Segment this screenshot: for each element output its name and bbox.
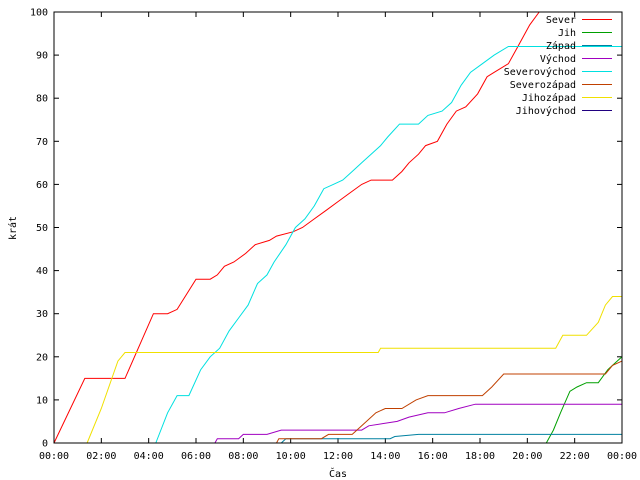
y-tick-label: 80 bbox=[36, 94, 48, 105]
x-tick-label: 12:00 bbox=[323, 451, 353, 462]
x-axis-label: Čas bbox=[329, 467, 347, 480]
series-line-severozápad bbox=[276, 360, 623, 444]
legend-label: Sever bbox=[546, 15, 576, 26]
y-tick-label: 70 bbox=[36, 137, 48, 148]
x-tick-label: 00:00 bbox=[607, 451, 637, 462]
legend-label: Západ bbox=[546, 40, 576, 52]
series-line-sever bbox=[53, 11, 540, 444]
x-tick-label: 18:00 bbox=[465, 451, 495, 462]
x-tick-label: 14:00 bbox=[370, 451, 400, 462]
x-tick-label: 10:00 bbox=[276, 451, 306, 462]
x-tick-label: 22:00 bbox=[560, 451, 590, 462]
plot-frame bbox=[53, 11, 623, 444]
y-tick-label: 10 bbox=[36, 395, 48, 406]
y-tick-label: 30 bbox=[36, 309, 48, 320]
y-tick-label: 60 bbox=[36, 180, 48, 191]
y-tick-label: 0 bbox=[42, 439, 48, 450]
x-tick-label: 00:00 bbox=[39, 451, 69, 462]
y-tick-label: 100 bbox=[30, 8, 48, 19]
legend: Sever JihZápadVýchodSeverovýchodSeverozáp… bbox=[504, 15, 612, 117]
legend-label: Východ bbox=[540, 53, 576, 65]
legend-label: Severozápad bbox=[510, 79, 576, 91]
series-line-jih bbox=[545, 356, 623, 444]
y-tick-label: 50 bbox=[36, 223, 48, 234]
series-lines bbox=[53, 11, 623, 444]
x-tick-label: 16:00 bbox=[418, 451, 448, 462]
legend-label: Jih bbox=[558, 28, 576, 39]
series-line-východ bbox=[214, 403, 622, 444]
axis-ticks: 0 10 20 30 40 50 60 70 80 90 100 00:00 02:00 04:00 06:… bbox=[30, 8, 637, 463]
legend-label: Severovýchod bbox=[504, 66, 576, 78]
series-line-jihozápad bbox=[86, 296, 622, 444]
x-tick-label: 02:00 bbox=[86, 451, 116, 462]
x-tick-label: 06:00 bbox=[181, 451, 211, 462]
legend-label: Jihozápad bbox=[522, 92, 576, 104]
y-tick-label: 40 bbox=[36, 266, 48, 277]
y-tick-label: 20 bbox=[36, 352, 48, 363]
x-tick-label: 08:00 bbox=[228, 451, 258, 462]
x-tick-label: 20:00 bbox=[512, 451, 542, 462]
series-line-severovýchod bbox=[155, 46, 622, 444]
y-tick-label: 90 bbox=[36, 51, 48, 62]
legend-label: Jihovýchod bbox=[516, 105, 576, 117]
y-axis-label: krát bbox=[7, 216, 19, 240]
x-tick-label: 04:00 bbox=[134, 451, 164, 462]
series-line-západ bbox=[280, 433, 622, 444]
